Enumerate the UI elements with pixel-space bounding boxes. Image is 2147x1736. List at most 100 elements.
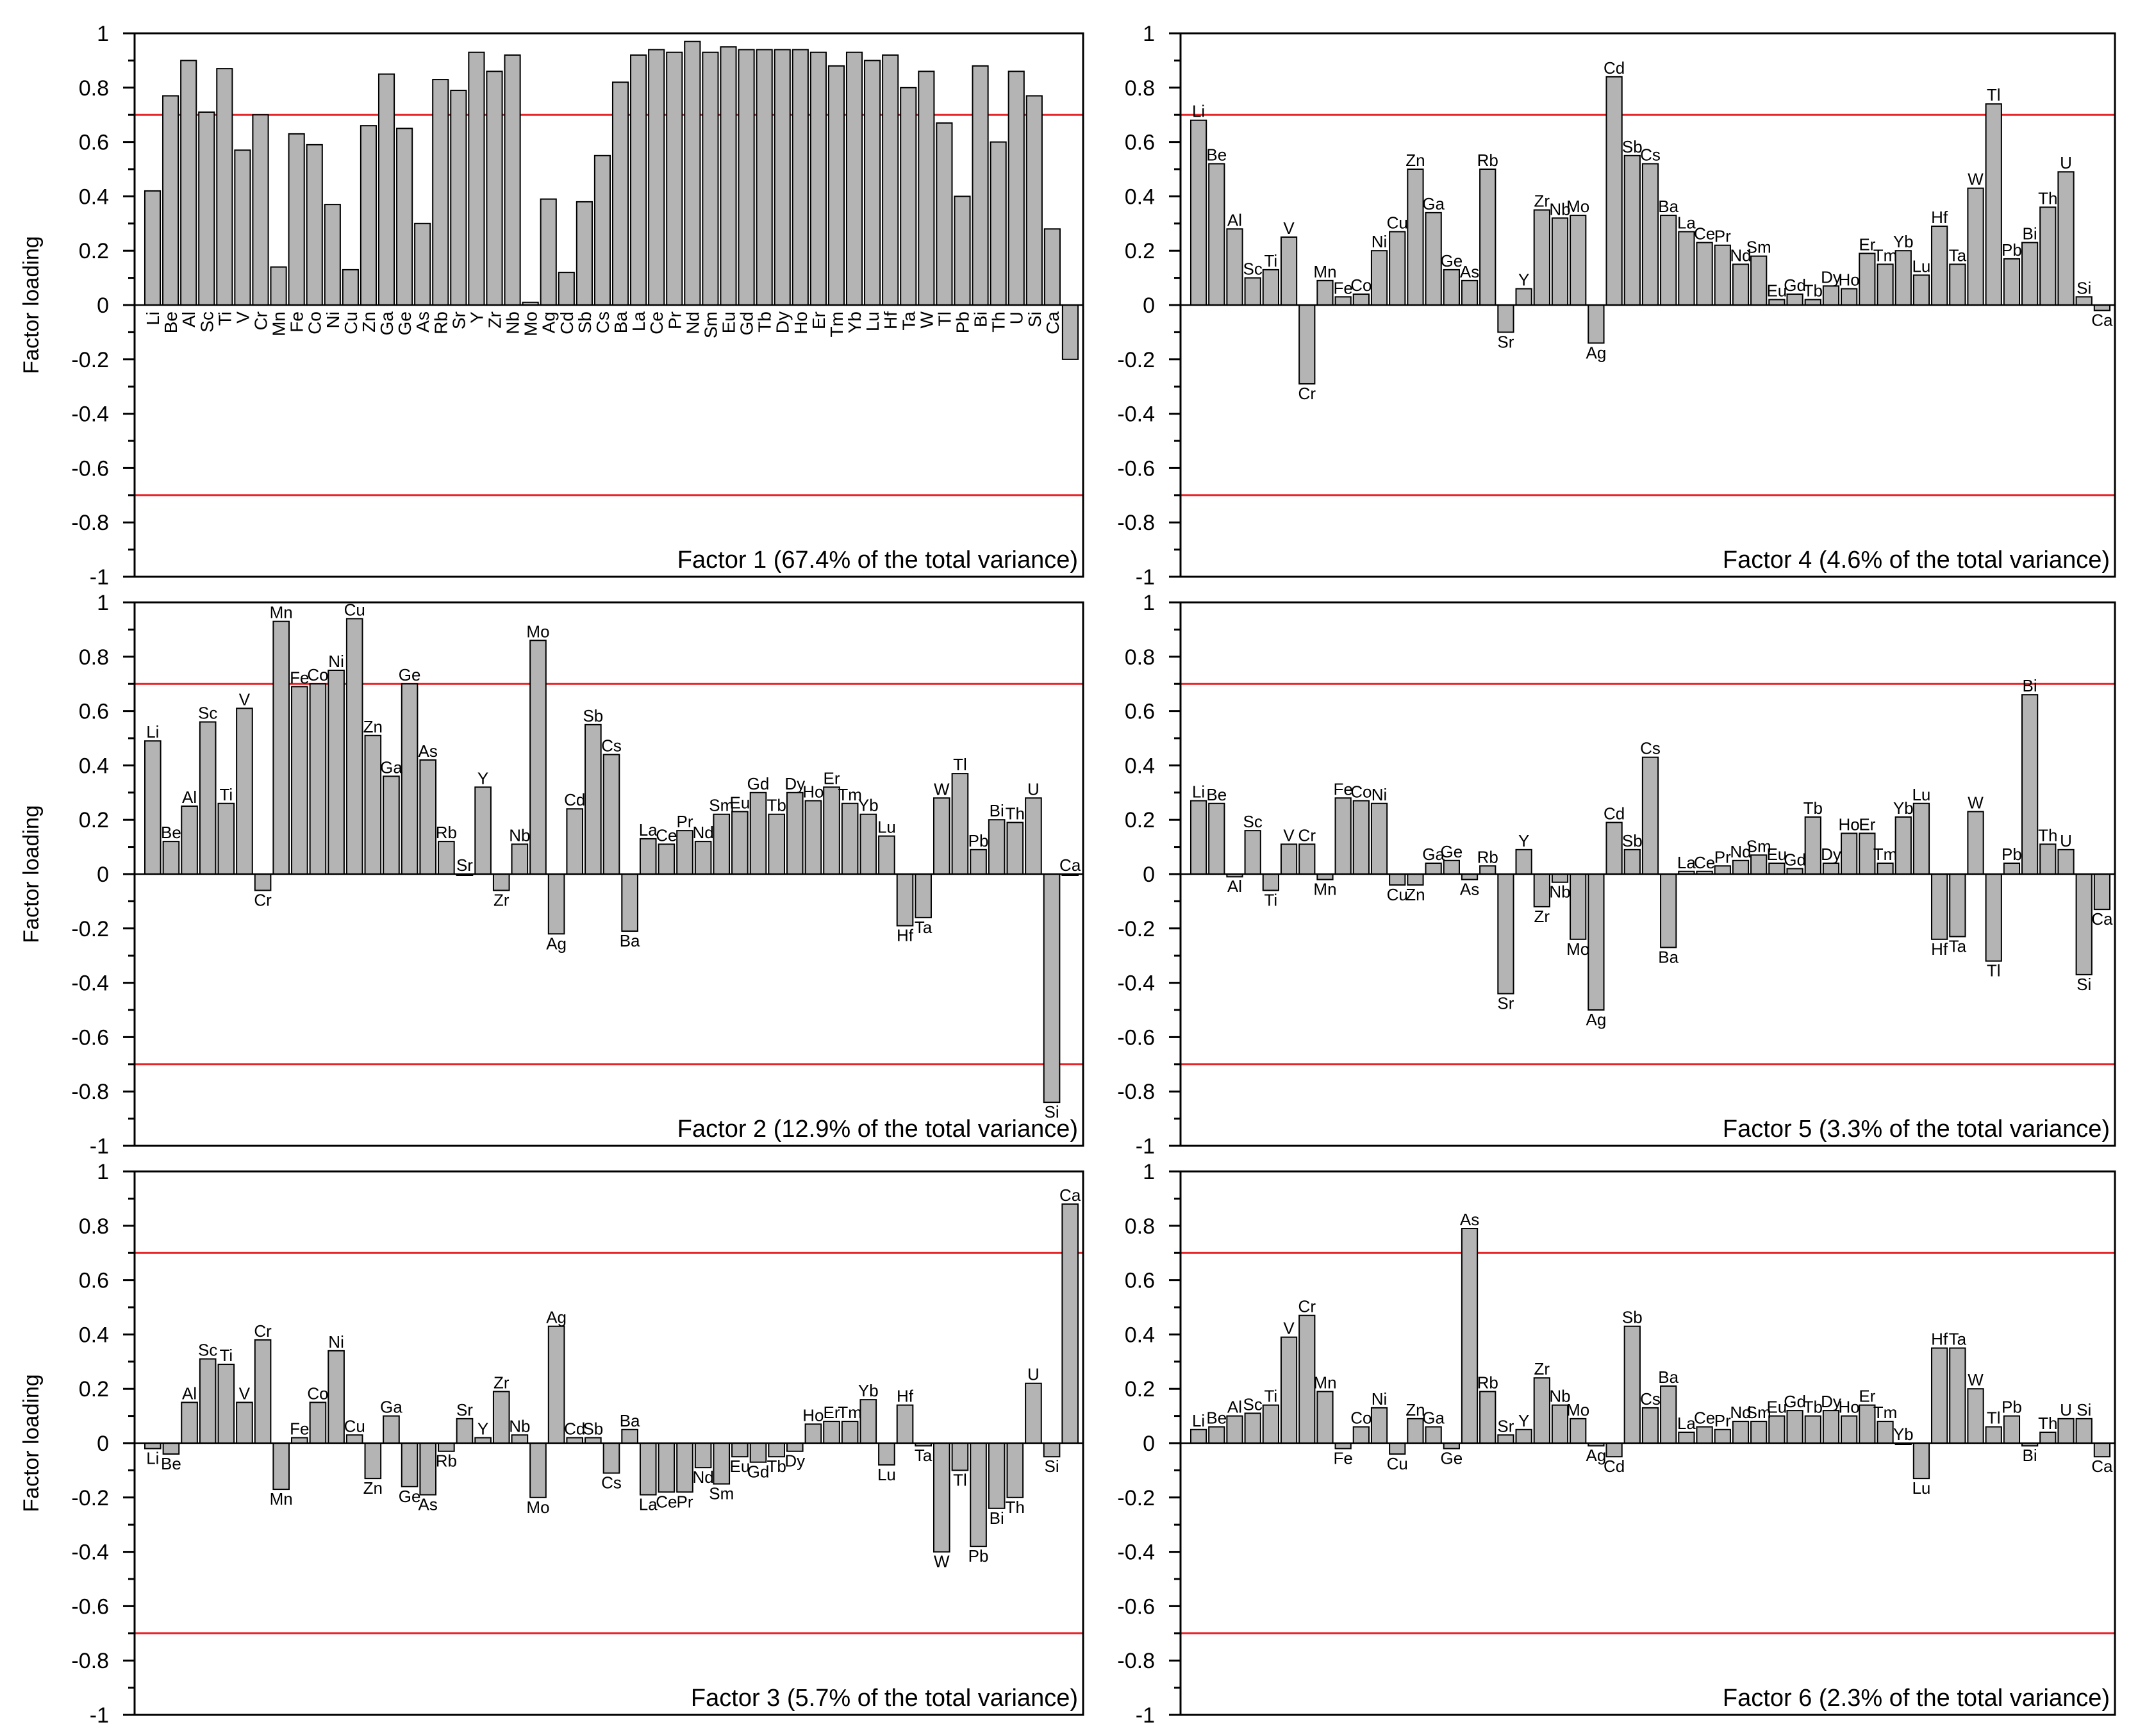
bar-V — [236, 707, 253, 875]
data-label: Tm — [1873, 845, 1898, 864]
bar-Ge — [1443, 1443, 1460, 1450]
data-label: Ce — [656, 825, 677, 845]
data-label: Co — [307, 1384, 328, 1403]
bar-Dy — [786, 1443, 804, 1452]
bar-Ta — [1949, 873, 1966, 938]
y-tick-label: -0.4 — [71, 971, 109, 996]
data-label: V — [239, 690, 251, 709]
data-label: Tm — [838, 785, 862, 804]
y-tick-label: -0.6 — [1117, 1594, 1155, 1619]
data-label: Cd — [564, 1419, 585, 1439]
bar-Zn — [1407, 873, 1424, 886]
data-label: Yb — [858, 1381, 879, 1400]
data-label: Ni — [1372, 1389, 1388, 1409]
data-label: Lu — [877, 818, 896, 837]
bar-Ca — [1061, 1203, 1079, 1444]
data-label: Cs — [601, 1473, 622, 1492]
bar-Ni — [1370, 1407, 1388, 1444]
y-tick-label: 0.2 — [1125, 239, 1155, 263]
bar-Ho — [804, 800, 822, 875]
bar-Bi — [972, 65, 989, 306]
panel-title: Factor 6 (2.3% of the total variance) — [1723, 1685, 2110, 1712]
bar-Dy — [786, 791, 804, 875]
data-label: Co — [1350, 1409, 1372, 1428]
data-label: Ca — [1059, 856, 1081, 875]
bar-Ho — [1841, 288, 1858, 306]
panel-factor-2: LiBeAlScTiVCrMnFeCoNiCuZnGaGeAsRbSrYZrNb… — [19, 591, 1084, 1159]
bar-Ca — [2093, 1443, 2111, 1458]
y-tick-label: 0.8 — [1125, 76, 1155, 101]
bar-Zr — [1533, 873, 1550, 907]
data-label: Be — [1206, 1409, 1227, 1428]
bar-Pr — [1714, 1428, 1731, 1444]
bar-Ba — [611, 81, 629, 306]
data-label: Cd — [1604, 1457, 1625, 1476]
category-label: U — [1007, 311, 1027, 324]
bar-Al — [181, 1401, 198, 1444]
y-tick-label: 0.4 — [79, 185, 109, 209]
bar-Ta — [1949, 263, 1966, 306]
data-label: Ca — [2091, 1457, 2113, 1476]
category-label: Er — [809, 311, 829, 329]
data-label: Cu — [1387, 1454, 1408, 1473]
bar-Cd — [1605, 1443, 1623, 1458]
data-label: Ti — [219, 1346, 233, 1365]
bar-Ba — [621, 873, 638, 932]
data-label: Eu — [729, 1457, 750, 1476]
bar-Sb — [1623, 154, 1641, 306]
bar-Zr — [1533, 1377, 1550, 1444]
y-tick-label: -0.2 — [71, 1486, 109, 1510]
data-label: U — [1027, 1365, 1040, 1384]
data-label: Zr — [493, 890, 510, 909]
data-label: V — [1283, 1319, 1295, 1338]
data-label: Pr — [1714, 1411, 1731, 1430]
bar-Lu — [878, 835, 895, 875]
data-label: La — [1677, 853, 1696, 872]
data-label: Gd — [1784, 1392, 1806, 1411]
y-tick-label: 0.6 — [79, 131, 109, 155]
data-label: Mo — [1566, 197, 1589, 216]
bar-Co — [1352, 293, 1370, 306]
bar-Th — [990, 141, 1007, 306]
data-label: Tm — [1873, 245, 1898, 265]
category-label: Ti — [215, 311, 235, 326]
bar-Sb — [1623, 848, 1641, 875]
bar-Dy — [1822, 1410, 1840, 1444]
data-label: Ni — [1372, 785, 1388, 804]
bar-Cu — [1389, 1443, 1406, 1455]
y-tick-label: 0.4 — [79, 1323, 109, 1347]
bar-Yb — [1894, 816, 1912, 875]
data-label: Yb — [1893, 798, 1914, 818]
category-label: Cd — [557, 311, 577, 335]
data-label: Dy — [784, 774, 805, 793]
y-tick-label: 0.2 — [79, 1377, 109, 1401]
bar-Be — [1208, 163, 1225, 306]
bar-Hf — [896, 1404, 914, 1444]
bar-Li — [1190, 119, 1207, 306]
bar-Al — [1226, 1415, 1243, 1444]
bar-Tm — [841, 1421, 859, 1444]
data-label: Be — [1206, 145, 1227, 165]
bar-Sm — [713, 1443, 731, 1485]
bar-La — [639, 838, 657, 875]
data-label: Cu — [1387, 885, 1408, 904]
bar-Cs — [602, 1443, 620, 1474]
bar-U — [2057, 848, 2075, 875]
bar-Al — [180, 60, 197, 306]
data-label: Pr — [677, 812, 693, 831]
data-label: Er — [1859, 1387, 1875, 1406]
data-label: Sc — [1243, 1394, 1263, 1414]
data-label: Gd — [747, 774, 770, 793]
y-tick-label: 0.8 — [79, 76, 109, 101]
category-label: W — [916, 311, 936, 328]
bar-Rb — [438, 1443, 455, 1452]
data-label: Mn — [270, 603, 293, 622]
y-tick-label: -0.6 — [71, 1594, 109, 1619]
y-axis-label: Factor loading — [19, 805, 44, 943]
bar-Cd — [1605, 76, 1623, 306]
data-label: Ag — [1586, 343, 1607, 362]
data-label: Zn — [363, 717, 383, 736]
data-label: Ba — [620, 931, 640, 950]
data-label: Sb — [1622, 1308, 1643, 1327]
bar-Y — [474, 786, 492, 875]
